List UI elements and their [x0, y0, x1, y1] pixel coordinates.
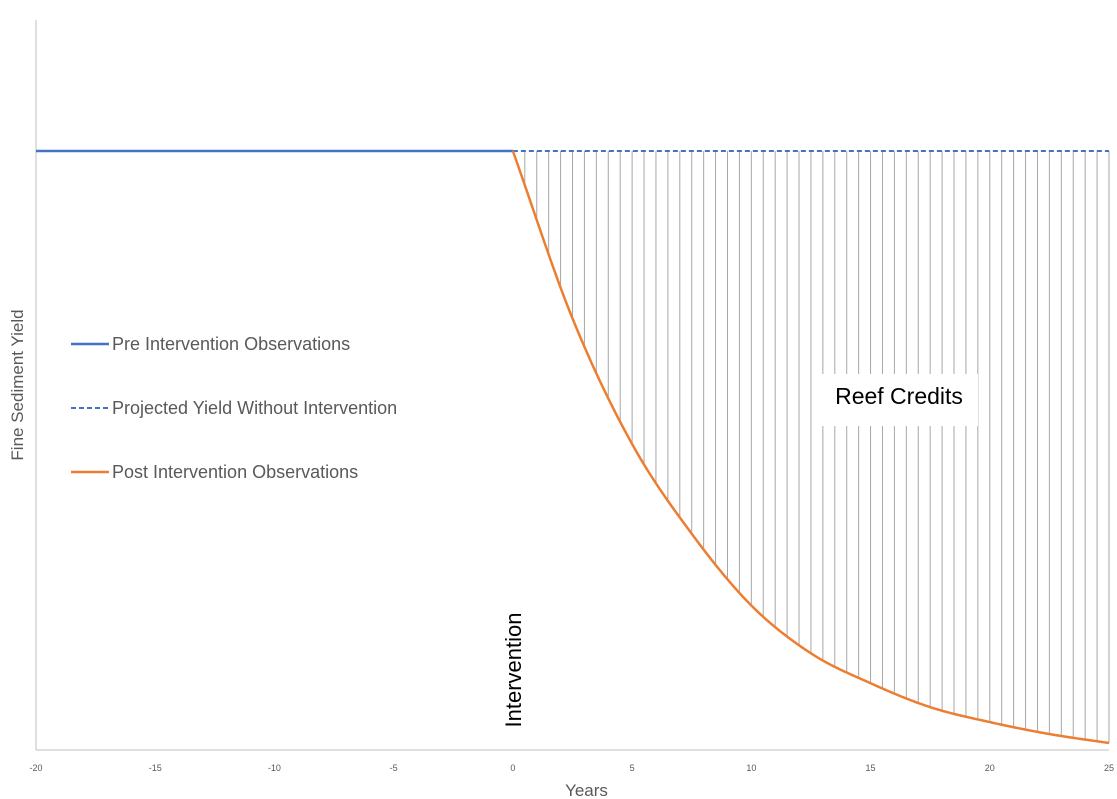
y-axis-title: Fine Sediment Yield	[8, 309, 27, 460]
legend-label-post: Post Intervention Observations	[112, 462, 358, 482]
axes	[35, 20, 1109, 751]
x-tick-label: 5	[630, 763, 635, 773]
x-tick-labels: -20 -15 -10 -5 0 5 10 15 20 25	[29, 763, 1114, 773]
legend-label-pre: Pre Intervention Observations	[112, 334, 350, 354]
x-tick-label: 15	[866, 763, 876, 773]
reef-credits-label: Reef Credits	[835, 383, 963, 409]
x-tick-label: 10	[746, 763, 756, 773]
x-tick-label: 25	[1104, 763, 1114, 773]
series-post-intervention	[511, 150, 1110, 745]
intervention-label: Intervention	[501, 613, 526, 728]
x-tick-label: 0	[510, 763, 515, 773]
legend-label-projected: Projected Yield Without Intervention	[112, 398, 397, 418]
x-tick-label: 20	[985, 763, 995, 773]
reef-credits-label-bg	[820, 374, 978, 426]
x-tick-label: -20	[29, 763, 42, 773]
x-tick-label: -5	[390, 763, 398, 773]
series	[36, 149, 1110, 745]
x-axis-title: Years	[565, 781, 608, 799]
legend: Pre Intervention Observations Projected …	[71, 334, 397, 482]
x-tick-label: -15	[149, 763, 162, 773]
x-tick-label: -10	[268, 763, 281, 773]
reef-credits-hatch	[524, 151, 1110, 744]
